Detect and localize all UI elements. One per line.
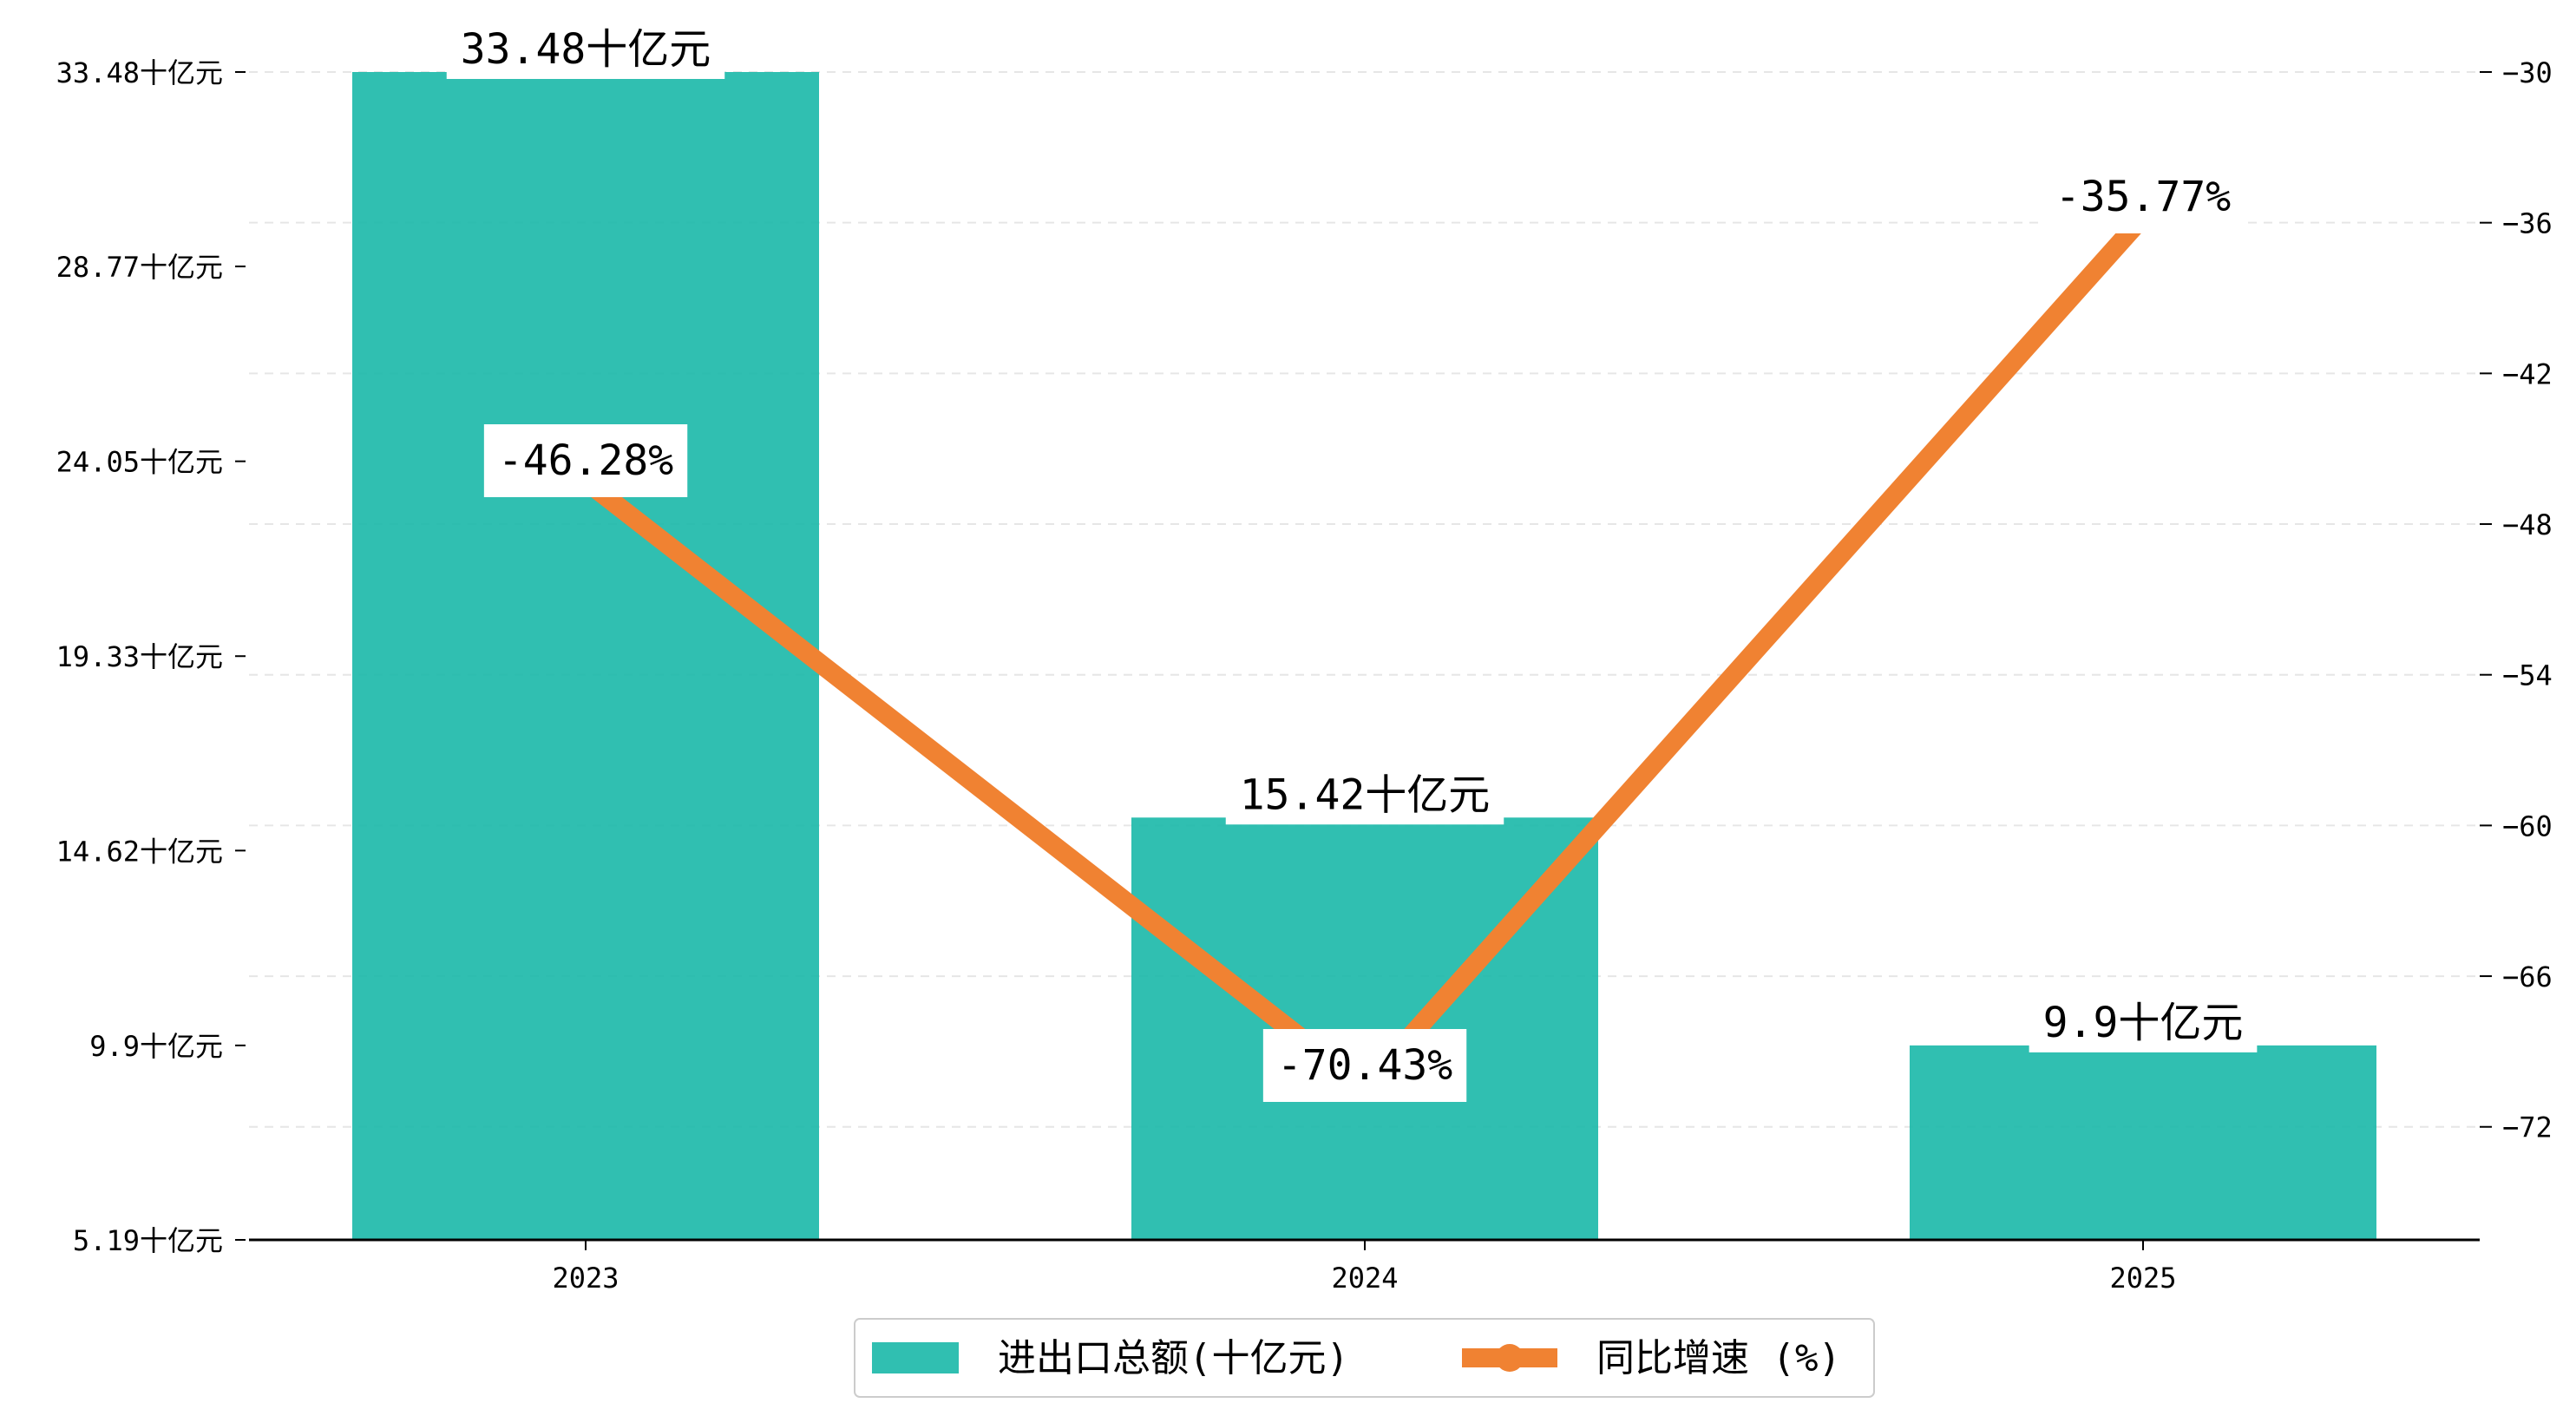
x-tick-label: 2025 xyxy=(2109,1262,2176,1295)
bar-label-2025-bg xyxy=(2029,993,2258,1052)
bar-label-2025: 9.9十亿元 xyxy=(2043,999,2244,1047)
bar-2023 xyxy=(352,72,819,1240)
legend-bar-label: 进出口总额(十亿元) xyxy=(998,1336,1349,1380)
line-label-2024: -70.43% xyxy=(1277,1041,1452,1090)
axes: 2023 2024 2025 5.19十亿元 9.9十亿元 14.62十亿元 19.33十亿… xyxy=(56,56,2553,1295)
left-tick-label: 19.33十亿元 xyxy=(56,640,223,673)
right-tick-label: −36 xyxy=(2502,207,2553,240)
bar-2025 xyxy=(1910,1045,2376,1240)
left-tick-label: 33.48十亿元 xyxy=(56,56,223,89)
bar-2024 xyxy=(1131,817,1598,1240)
right-tick-label: −54 xyxy=(2502,659,2553,692)
line-label-2023: -46.28% xyxy=(498,436,673,485)
right-tick-label: −30 xyxy=(2502,56,2553,89)
data-labels: 33.48十亿元 15.42十亿元 9.9十亿元 -46.28% -70.43% -35.… xyxy=(446,20,2258,1102)
bar-label-2024: 15.42十亿元 xyxy=(1240,770,1491,819)
line-label-2025: -35.77% xyxy=(2055,173,2231,221)
bar-label-2023-bg xyxy=(446,20,725,79)
x-tick-label: 2023 xyxy=(552,1262,619,1295)
right-tick-label: −60 xyxy=(2502,810,2553,842)
line-label-2024-bg xyxy=(1262,1029,1467,1102)
legend-bar-swatch xyxy=(872,1342,959,1373)
line-label-2025-bg xyxy=(2041,161,2245,233)
right-tick-label: −42 xyxy=(2502,357,2553,390)
bar-label-2025-group: 9.9十亿元 xyxy=(2029,993,2258,1052)
line-label-2025-group: -35.77% xyxy=(2041,161,2245,233)
line-label-2024-group: -70.43% xyxy=(1262,1029,1467,1102)
bar-label-2023: 33.48十亿元 xyxy=(461,25,711,74)
legend-line-label: 同比增速 (%) xyxy=(1596,1336,1841,1380)
left-tick-label: 5.19十亿元 xyxy=(73,1224,223,1257)
left-tick-label: 9.9十亿元 xyxy=(89,1030,223,1063)
left-tick-label: 28.77十亿元 xyxy=(56,251,223,284)
bar-label-2023-group: 33.48十亿元 xyxy=(446,20,725,79)
left-tick-label: 14.62十亿元 xyxy=(56,835,223,868)
left-tick-label: 24.05十亿元 xyxy=(56,446,223,479)
right-tick-label: −48 xyxy=(2502,508,2553,541)
bar-series xyxy=(352,72,2376,1240)
legend-line-marker xyxy=(1496,1344,1524,1372)
line-label-2023-group: -46.28% xyxy=(483,424,688,497)
right-tick-label: −72 xyxy=(2502,1111,2553,1144)
line-label-2023-bg xyxy=(483,424,688,497)
legend-box xyxy=(854,1318,1875,1398)
legend: 进出口总额(十亿元) 同比增速 (%) xyxy=(854,1318,1875,1398)
bar-label-2024-bg xyxy=(1225,765,1504,825)
right-tick-label: −66 xyxy=(2502,960,2553,993)
x-tick-label: 2024 xyxy=(1331,1262,1398,1295)
bar-label-2024-group: 15.42十亿元 xyxy=(1225,765,1504,825)
